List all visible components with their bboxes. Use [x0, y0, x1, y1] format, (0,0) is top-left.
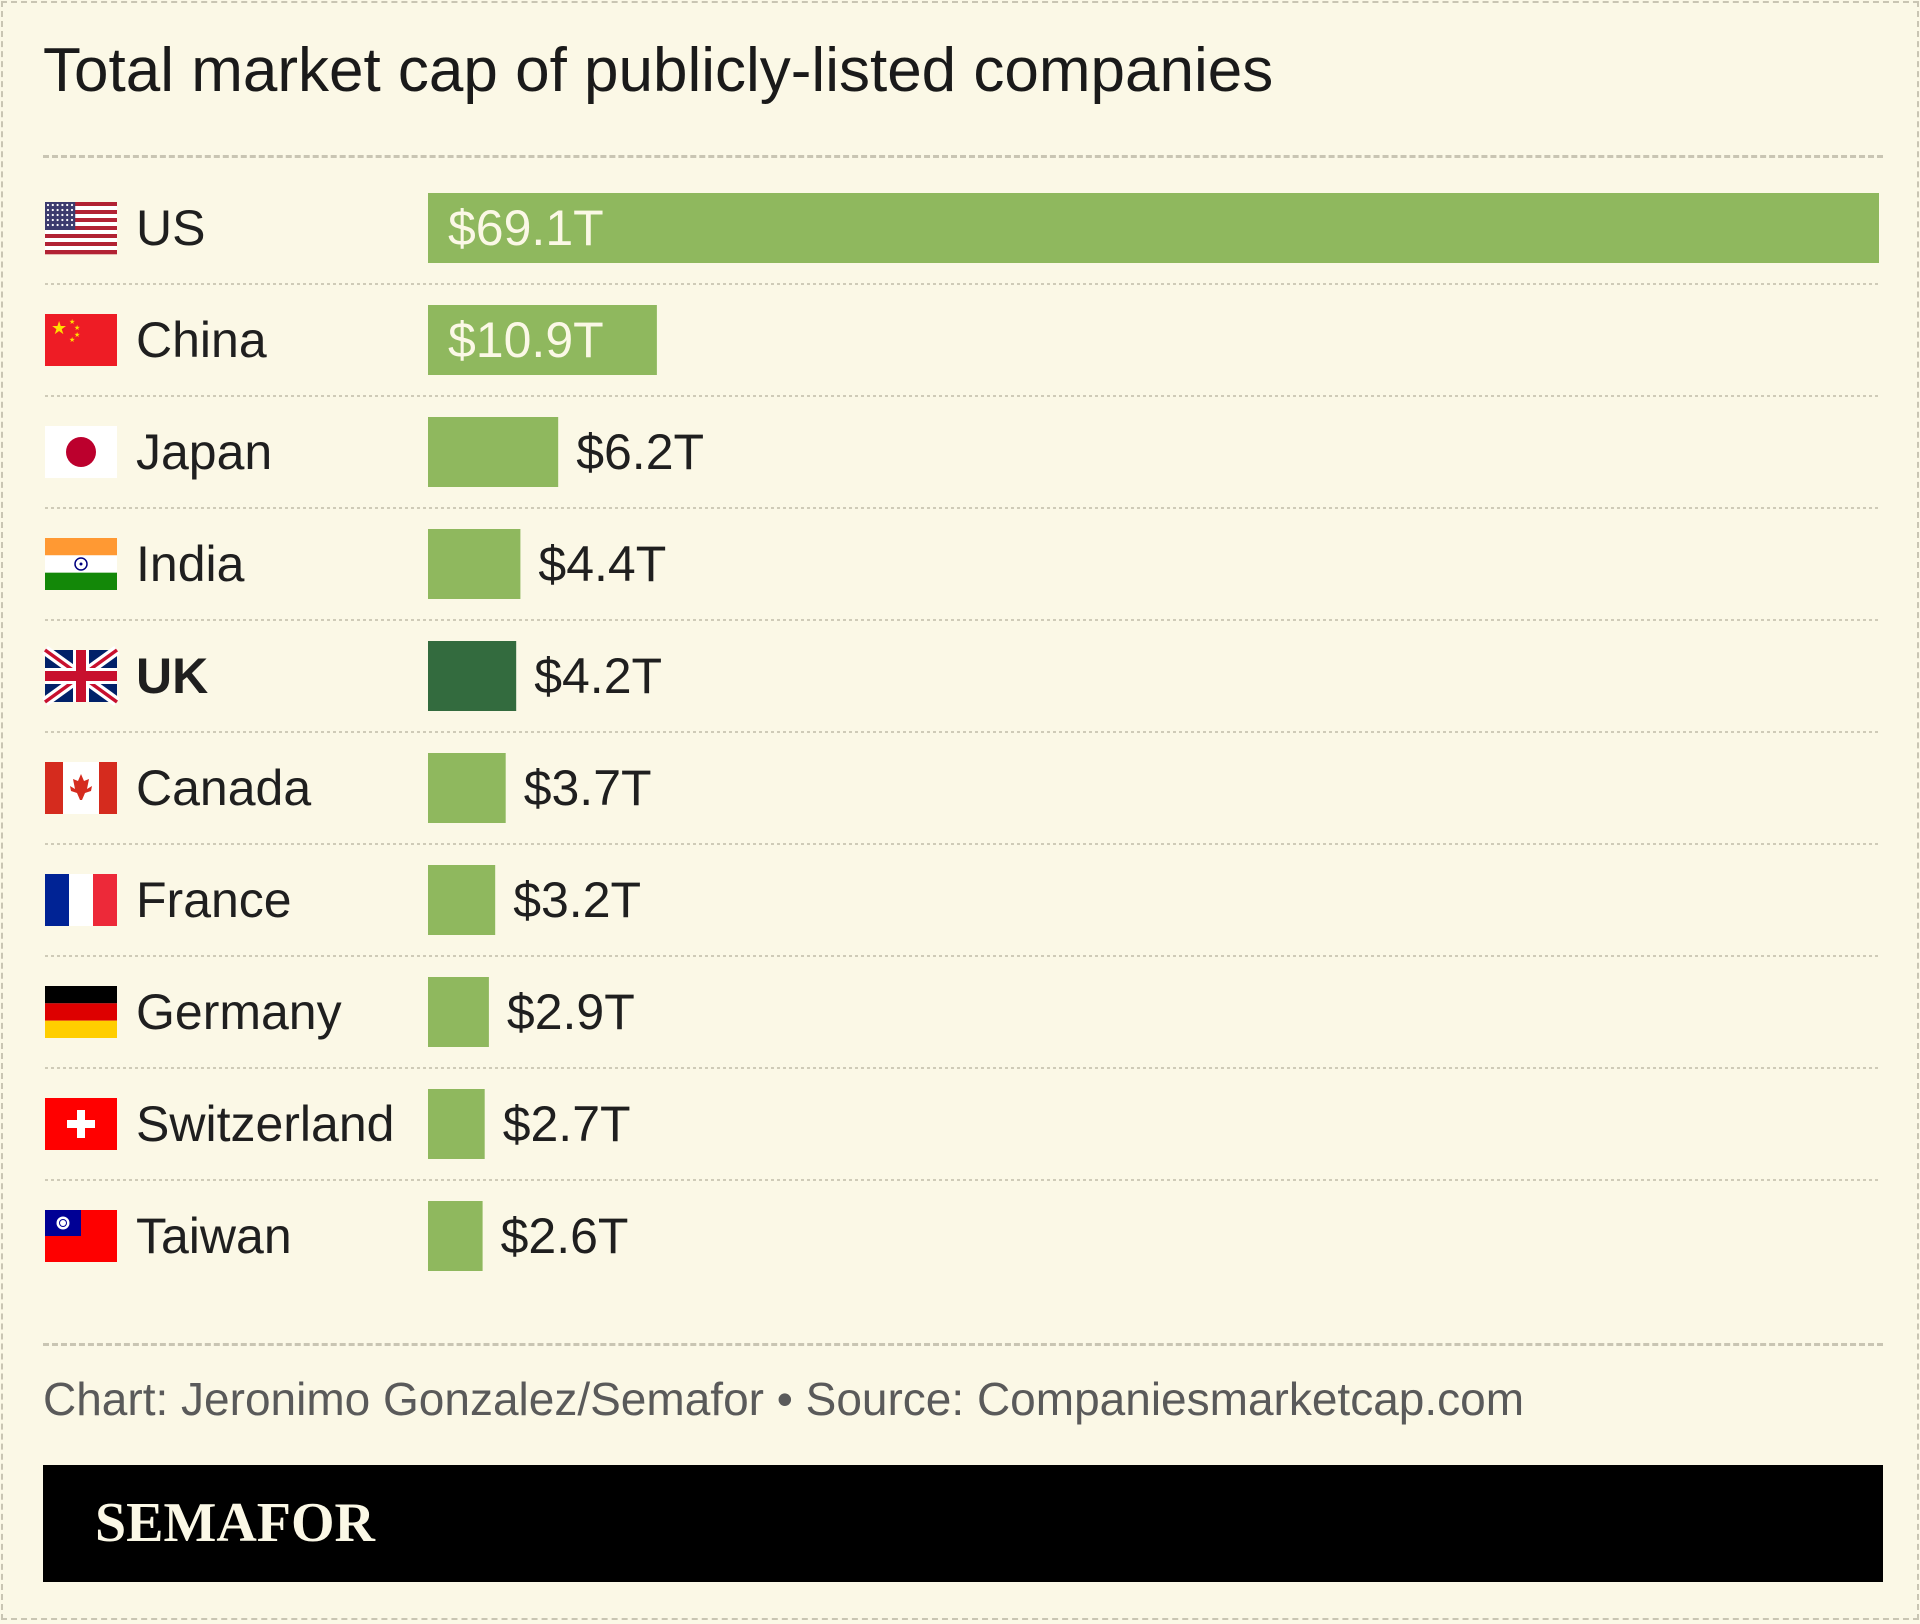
bar-switzerland — [428, 1089, 485, 1159]
value-label-uk: $4.2T — [534, 648, 662, 704]
category-label-india: India — [136, 536, 245, 592]
bar-japan — [428, 417, 559, 487]
category-label-france: France — [136, 872, 292, 928]
svg-text:★: ★ — [51, 318, 67, 339]
value-label-taiwan: $2.6T — [501, 1208, 629, 1264]
category-label-china: China — [136, 312, 267, 368]
value-label-india: $4.4T — [538, 536, 666, 592]
value-label-china: $10.9T — [448, 312, 604, 368]
bar-germany — [428, 977, 489, 1047]
category-label-germany: Germany — [136, 984, 342, 1040]
svg-text:★: ★ — [74, 331, 80, 339]
chart-credit: Chart: Jeronimo Gonzalez/Semafor • Sourc… — [43, 1373, 1525, 1425]
svg-text:★: ★ — [69, 336, 75, 344]
china-flag-icon: ★ ★★★★ — [45, 314, 117, 366]
japan-flag-icon — [45, 426, 117, 478]
brand-bar: SEMAFOR — [43, 1465, 1883, 1582]
switzerland-flag-icon — [45, 1098, 117, 1150]
france-flag-icon — [45, 874, 117, 926]
bar-france — [428, 865, 496, 935]
bar-china — [428, 305, 657, 375]
category-label-switzerland: Switzerland — [136, 1096, 394, 1152]
bar-india — [428, 529, 521, 599]
value-label-switzerland: $2.7T — [503, 1096, 631, 1152]
value-label-germany: $2.9T — [507, 984, 635, 1040]
category-label-us: US — [136, 200, 205, 256]
bar-taiwan — [428, 1201, 483, 1271]
value-label-canada: $3.7T — [524, 760, 652, 816]
value-label-us: $69.1T — [448, 200, 604, 256]
bar-canada — [428, 753, 506, 823]
category-label-canada: Canada — [136, 760, 311, 816]
taiwan-flag-icon — [45, 1210, 117, 1262]
category-label-taiwan: Taiwan — [136, 1208, 292, 1264]
category-label-japan: Japan — [136, 424, 272, 480]
uk-flag-icon — [42, 645, 120, 707]
bar-uk — [428, 641, 517, 711]
svg-text:★: ★ — [74, 324, 80, 332]
brand-logo: SEMAFOR — [95, 1492, 375, 1554]
category-label-uk: UK — [136, 648, 208, 704]
value-label-japan: $6.2T — [576, 424, 704, 480]
title-divider — [43, 155, 1883, 158]
svg-text:★: ★ — [69, 318, 75, 326]
chart-title: Total market cap of publicly-listed comp… — [43, 36, 1274, 105]
canada-flag-icon — [45, 762, 117, 814]
bar-us — [428, 193, 1879, 263]
us-flag-icon — [45, 202, 117, 255]
germany-flag-icon — [45, 986, 117, 1038]
india-flag-icon — [45, 538, 117, 590]
footer-divider — [43, 1343, 1883, 1346]
value-label-france: $3.2T — [513, 872, 641, 928]
